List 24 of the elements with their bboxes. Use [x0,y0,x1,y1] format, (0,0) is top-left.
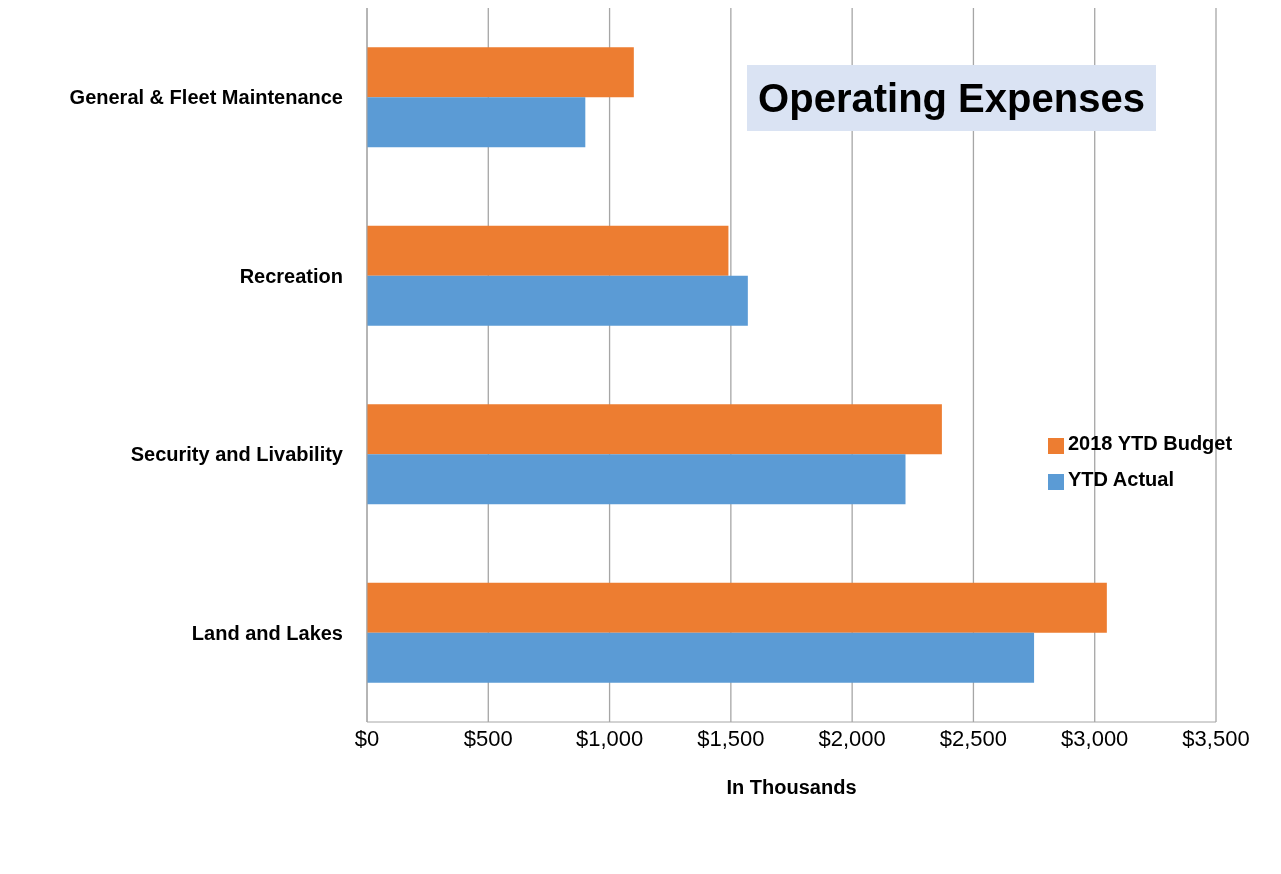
x-tick-label: $500 [463,725,513,751]
bar [367,275,748,326]
y-tick-label: Land and Lakes [191,621,343,644]
y-tick-label: General & Fleet Maintenance [69,86,343,109]
bar [367,582,1107,633]
x-tick-label: $0 [354,725,380,751]
text: Operating Expenses [747,65,1156,131]
legend-label: YTD Actual [1068,468,1174,490]
bar [367,454,906,505]
bar [367,97,586,148]
bar [367,225,729,276]
x-tick-label: $1,000 [575,725,644,751]
y-tick-label: Recreation [239,264,343,287]
bar [367,47,634,98]
bar [367,632,1035,683]
x-tick-label: $2,500 [939,725,1008,751]
x-tick-label: $2,000 [818,725,886,751]
x-axis-title: In Thousands [726,776,857,798]
bar [367,404,942,455]
x-tick-label: $1,500 [697,725,765,751]
legend-label: 2018 YTD Budget [1068,432,1233,454]
y-tick-label: Security and Livability [130,443,344,466]
x-tick-label: $3,000 [1061,725,1129,751]
x-tick-label: $3,500 [1182,725,1250,751]
